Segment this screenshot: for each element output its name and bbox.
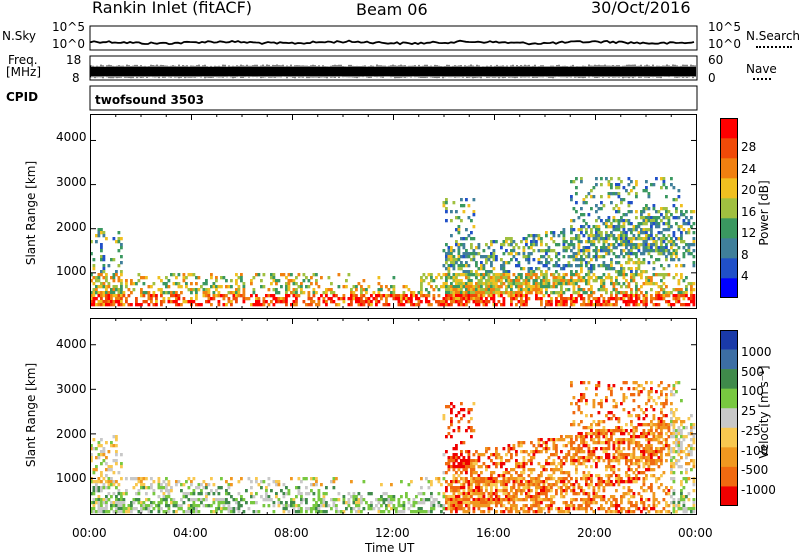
nsky-tick-bottom: 10^0: [52, 37, 85, 51]
velocity-ytick-2000: 2000: [56, 427, 87, 441]
xaxis-tick-label: 20:00: [577, 526, 612, 540]
xaxis-tick-label: 16:00: [476, 526, 511, 540]
nsearch-tick-bottom: 10^0: [708, 37, 741, 51]
nsearch-legend-dots: [756, 46, 792, 48]
power-ytick-1000: 1000: [56, 264, 87, 278]
power-colorbar: [720, 118, 738, 298]
cpid-value: twofsound 3503: [95, 93, 204, 107]
velocity-ytick-4000: 4000: [56, 337, 87, 351]
velocity-colorbar-tick: -100: [741, 443, 769, 458]
power-colorbar-tick: 16: [741, 204, 757, 219]
nave-tick-top: 60: [708, 53, 724, 67]
freq-tick-bottom: 8: [72, 71, 80, 85]
power-colorbar-tick: 12: [741, 226, 757, 240]
nsky-tick-top: 10^5: [52, 20, 85, 34]
cpid-strip-frame: [89, 85, 698, 111]
velocity-colorbar: [720, 330, 738, 506]
xaxis-tick-label: 00:00: [678, 526, 713, 540]
velocity-ytick-3000: 3000: [56, 382, 87, 396]
velocity-heatmap: [90, 318, 697, 515]
velocity-colorbar-tick: 500: [741, 364, 764, 379]
freq-strip-frame: [89, 55, 698, 81]
freq-tick-top: 18: [66, 53, 82, 67]
nsky-label: N.Sky: [2, 29, 37, 43]
xaxis-label: Time UT: [365, 541, 415, 555]
xaxis-tick-label: 04:00: [173, 526, 208, 540]
velocity-colorbar-tick: 25: [741, 404, 757, 419]
velocity-colorbar-tick: -1000: [741, 482, 776, 497]
freq-trace-noise: [90, 64, 696, 79]
power-heatmap: [90, 114, 697, 309]
velocity-colorbar-tick: 1000: [741, 345, 772, 359]
xaxis-tick-label: 08:00: [274, 526, 309, 540]
nsky-strip-frame: [89, 25, 698, 51]
velocity-colorbar-tick: -25: [741, 423, 761, 438]
power-ytick-3000: 3000: [56, 175, 87, 189]
freq-label-line2: [MHz]: [6, 65, 42, 79]
velocity-colorbar-tick: 100: [741, 384, 764, 399]
station-title: Rankin Inlet (fitACF): [92, 0, 253, 17]
power-ytick-4000: 4000: [56, 130, 87, 144]
power-colorbar-tick: 8: [741, 247, 749, 262]
power-ytick-2000: 2000: [56, 220, 87, 234]
top-strips: [89, 25, 698, 111]
nave-tick-bottom: 0: [708, 71, 716, 85]
power-colorbar-tick: 24: [741, 161, 757, 176]
date-title: 30/Oct/2016: [591, 0, 691, 17]
freq-label-line1: Freq.: [8, 53, 38, 67]
velocity-colorbar-tick: -500: [741, 463, 769, 478]
power-colorbar-tick: 28: [741, 140, 757, 154]
beam-title: Beam 06: [356, 0, 428, 19]
power-colorbar-tick: 4: [741, 269, 749, 283]
xaxis-tick-label: 12:00: [375, 526, 410, 540]
nave-label: Nave: [746, 62, 777, 76]
nsky-trace: [90, 39, 695, 46]
nsearch-label: N.Search: [746, 29, 800, 43]
cpid-label: CPID: [6, 90, 39, 104]
power-colorbar-tick: 20: [741, 183, 757, 197]
nsearch-tick-top: 10^5: [708, 20, 741, 34]
nave-legend-dots: [753, 78, 771, 80]
xaxis-tick-label: 00:00: [72, 526, 107, 540]
velocity-ytick-1000: 1000: [56, 471, 87, 485]
